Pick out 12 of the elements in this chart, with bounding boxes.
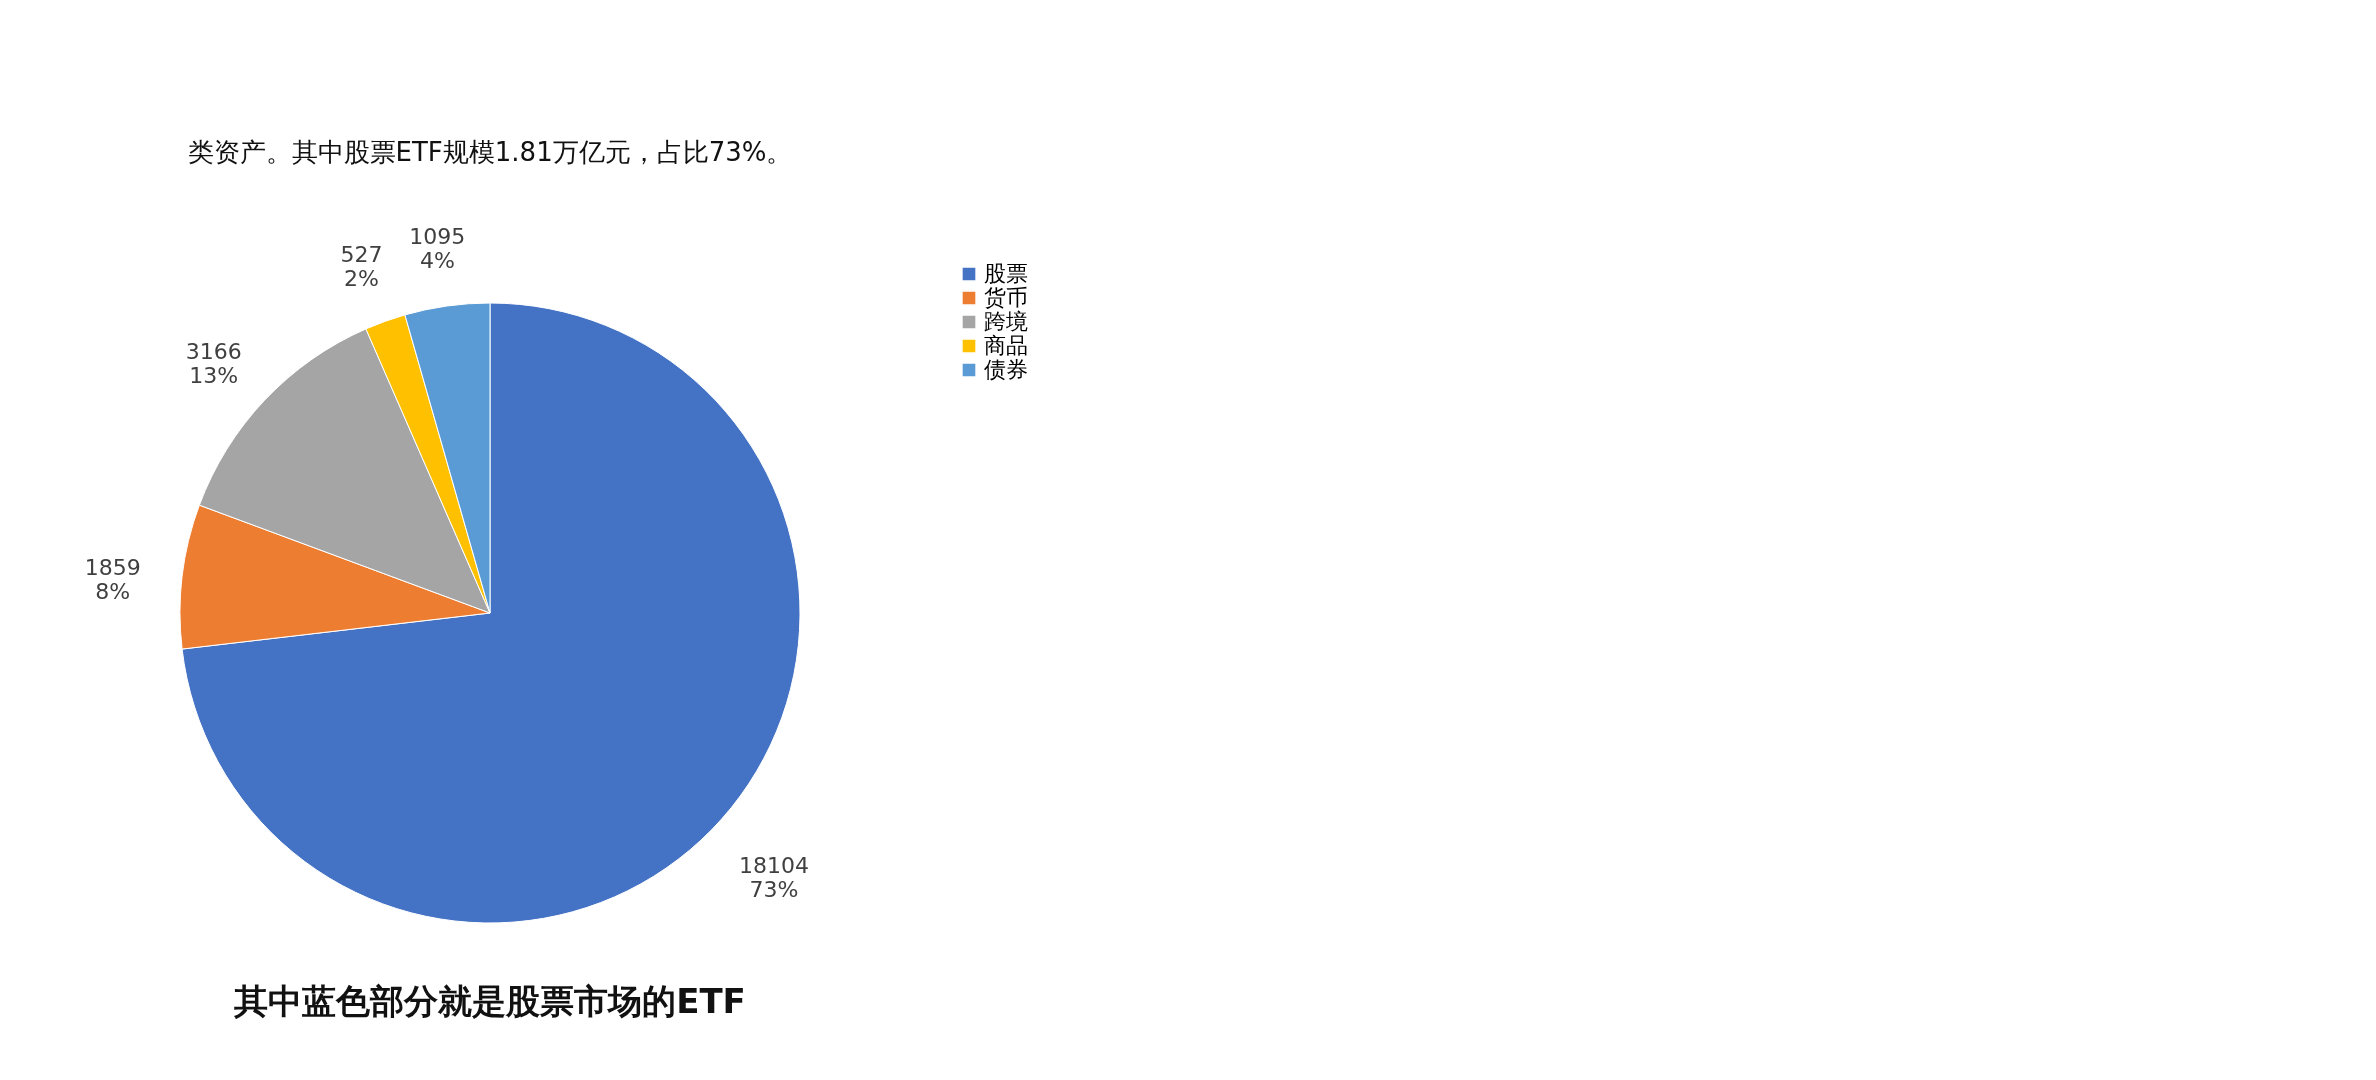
legend-label: 商品 <box>984 333 1028 358</box>
data-label: 527 2% <box>340 242 383 292</box>
legend-label: 货币 <box>984 285 1028 310</box>
legend-label: 股票 <box>984 261 1028 286</box>
text: 其中蓝色部分就是股票市场的ETF <box>233 981 746 1021</box>
data-label: 1095 4% <box>409 223 466 273</box>
data-label: 18104 73% <box>738 852 809 902</box>
data-label: 1859 8% <box>84 554 141 604</box>
data-label: 3166 13% <box>185 338 242 388</box>
text: 类资产。其中股票ETF规模1.81万亿元，占比73%。 <box>187 137 793 167</box>
legend-label: 跨境 <box>984 309 1028 334</box>
legend-label: 债券 <box>984 357 1028 382</box>
